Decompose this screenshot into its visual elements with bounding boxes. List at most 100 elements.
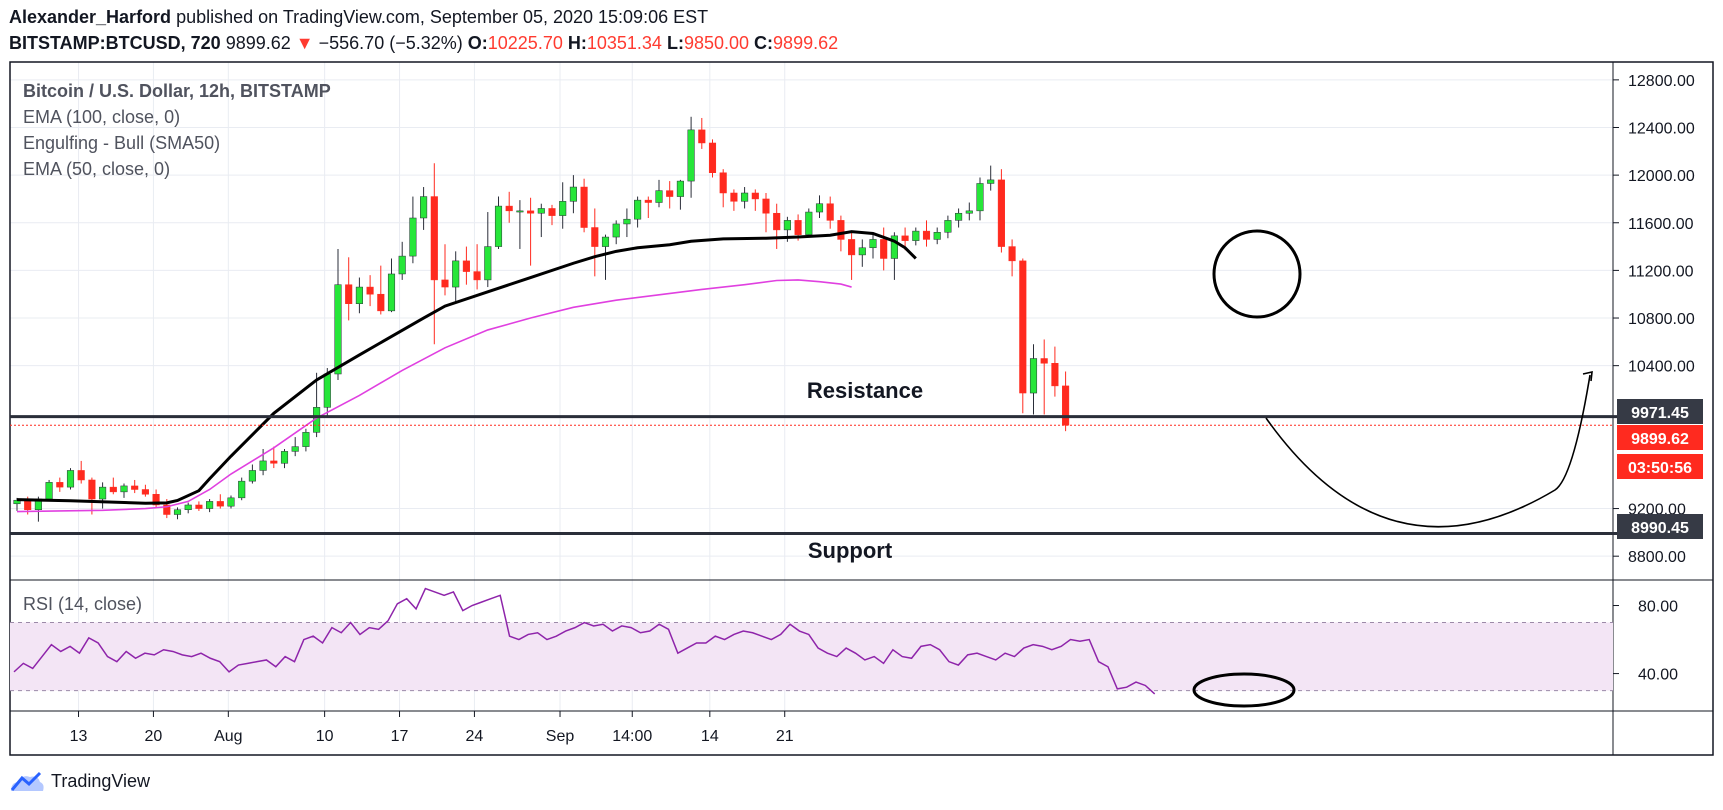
- candle: [644, 196, 652, 218]
- time-tick-label: 17: [391, 728, 409, 745]
- price-tick-label: 12400.00: [1628, 120, 1695, 137]
- candle: [634, 196, 642, 228]
- candle: [409, 196, 417, 264]
- open-label: O:: [467, 33, 488, 53]
- candle-body: [644, 199, 652, 203]
- candle-body: [601, 236, 610, 247]
- candle: [366, 275, 374, 307]
- candle-body: [676, 180, 684, 197]
- high-value: 10351.34: [586, 33, 662, 53]
- candle-body: [612, 223, 620, 238]
- tradingview-logo[interactable]: TradingView: [9, 770, 150, 792]
- candle-body: [698, 129, 706, 144]
- candle: [441, 244, 449, 296]
- grid-lines: [10, 62, 1613, 711]
- resistance-price-tag[interactable]: 9971.45: [1617, 399, 1703, 424]
- candle: [580, 178, 588, 233]
- candle: [880, 227, 888, 271]
- candle-body: [987, 179, 995, 184]
- candle: [773, 203, 781, 249]
- candle: [227, 495, 235, 509]
- candle-body: [708, 142, 717, 173]
- candle: [120, 483, 128, 498]
- candle-body: [569, 186, 577, 202]
- last-price-tag[interactable]: 9899.62: [1617, 425, 1703, 450]
- resistance-annotation: Resistance: [807, 378, 923, 403]
- publication-header: Alexander_Harford published on TradingVi…: [9, 7, 708, 28]
- candle: [280, 449, 289, 469]
- candle-body: [131, 485, 139, 490]
- support-price-label: 8990.45: [1631, 520, 1689, 537]
- ema-crossover-circle: [1212, 229, 1302, 319]
- candle-body: [1051, 363, 1059, 387]
- candle-body: [270, 460, 278, 464]
- candle: [462, 246, 470, 285]
- candle: [184, 502, 192, 514]
- candle-body: [120, 485, 128, 493]
- candle: [430, 163, 438, 345]
- candle-body: [912, 230, 920, 241]
- candle: [355, 277, 363, 314]
- candle: [805, 208, 813, 238]
- legend-rsi[interactable]: RSI (14, close): [23, 594, 142, 614]
- candle-body: [291, 446, 299, 452]
- candle-body: [933, 232, 941, 240]
- candle: [109, 477, 117, 495]
- candle: [997, 169, 1005, 253]
- candle-body: [655, 190, 663, 203]
- candle: [66, 468, 75, 490]
- low-value: 9850.00: [683, 33, 750, 53]
- time-tick-label: 20: [145, 728, 163, 745]
- time-tick-label: Aug: [214, 728, 242, 745]
- candle-body: [634, 199, 642, 220]
- candle: [826, 196, 834, 229]
- bar-countdown-label: 03:50:56: [1628, 460, 1692, 477]
- candle: [494, 196, 503, 249]
- candle: [933, 227, 941, 245]
- candle: [484, 212, 492, 288]
- legend-engulfing[interactable]: Engulfing - Bull (SMA50): [23, 133, 220, 153]
- candle-body: [238, 480, 246, 499]
- candle: [976, 177, 984, 221]
- legend-series-title[interactable]: Bitcoin / U.S. Dollar, 12h, BITSTAMP: [23, 81, 331, 101]
- candle: [698, 117, 706, 149]
- ema50-line: [16, 230, 917, 505]
- candle: [869, 232, 877, 259]
- candle-body: [580, 186, 588, 228]
- support-price-tag[interactable]: 8990.45: [1617, 514, 1703, 539]
- candle: [302, 428, 310, 452]
- rsi-tick-label: 40.00: [1638, 667, 1678, 684]
- candle-body: [452, 260, 460, 288]
- candle: [270, 446, 278, 469]
- legend-ema100[interactable]: EMA (100, close, 0): [23, 107, 180, 127]
- candle: [676, 179, 684, 210]
- candle: [345, 257, 353, 321]
- candle: [559, 182, 567, 229]
- candle-body: [420, 196, 428, 219]
- candle: [1051, 346, 1059, 397]
- candle: [719, 169, 727, 208]
- price-change: −556.70 (−5.32%): [318, 33, 463, 53]
- legend-ema50[interactable]: EMA (50, close, 0): [23, 159, 170, 179]
- rsi-line: [13, 587, 1156, 695]
- open-value: 10225.70: [487, 33, 563, 53]
- candle: [452, 251, 460, 303]
- candle: [601, 234, 610, 280]
- candle-body: [623, 218, 631, 225]
- candle: [762, 192, 770, 233]
- candle: [141, 484, 149, 497]
- candle: [965, 202, 973, 221]
- candle-body: [334, 284, 342, 375]
- resistance-price-label: 9971.45: [1631, 405, 1689, 422]
- candle-body: [794, 220, 802, 235]
- time-axis-ticks: 13 20 Aug 10 17 24 Sep 14:00 14 21: [70, 711, 794, 745]
- candle-body: [858, 247, 866, 256]
- candle: [334, 248, 342, 380]
- candle-body: [99, 486, 107, 500]
- candle-body: [505, 205, 513, 212]
- candle: [387, 258, 396, 313]
- candle: [1062, 371, 1070, 432]
- author-name[interactable]: Alexander_Harford: [9, 7, 172, 27]
- candle-body: [1008, 246, 1016, 262]
